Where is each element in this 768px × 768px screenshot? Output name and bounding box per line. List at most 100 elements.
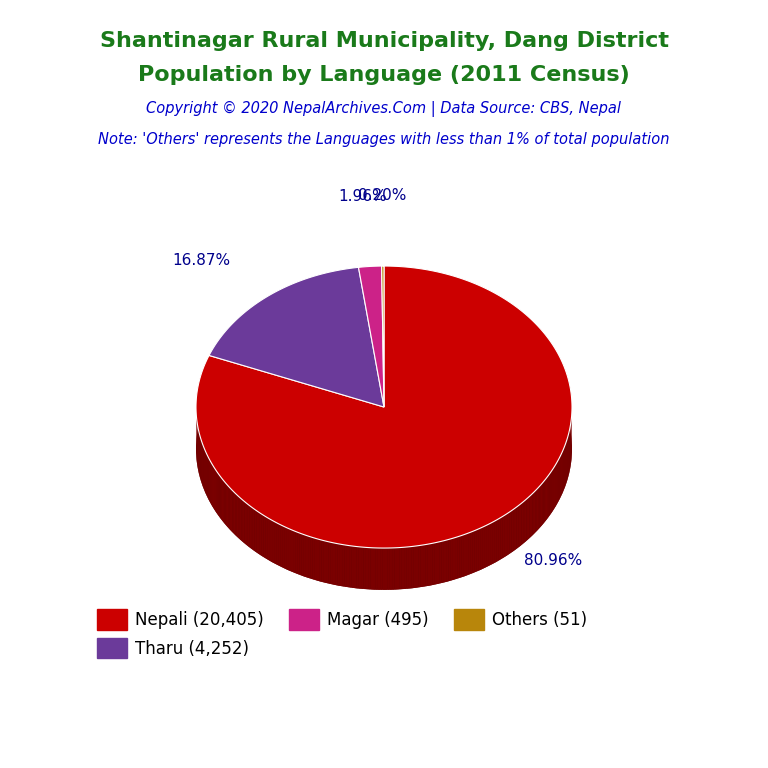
Polygon shape	[371, 548, 373, 590]
Polygon shape	[548, 474, 549, 518]
Polygon shape	[233, 492, 235, 535]
Polygon shape	[279, 524, 281, 567]
Polygon shape	[508, 512, 510, 555]
Polygon shape	[437, 541, 439, 584]
Polygon shape	[196, 266, 572, 548]
Text: Shantinagar Rural Municipality, Dang District: Shantinagar Rural Municipality, Dang Dis…	[100, 31, 668, 51]
Polygon shape	[399, 548, 402, 589]
Polygon shape	[428, 544, 430, 586]
Polygon shape	[525, 499, 526, 542]
Polygon shape	[506, 513, 508, 556]
Polygon shape	[295, 531, 297, 574]
Polygon shape	[263, 515, 265, 558]
Polygon shape	[557, 461, 558, 505]
Text: 16.87%: 16.87%	[173, 253, 230, 268]
Polygon shape	[227, 485, 228, 528]
Polygon shape	[390, 548, 392, 590]
Polygon shape	[240, 498, 241, 541]
Polygon shape	[333, 543, 335, 585]
Polygon shape	[382, 266, 384, 407]
Polygon shape	[207, 455, 208, 499]
Legend: Nepali (20,405), Tharu (4,252), Magar (495), Others (51): Nepali (20,405), Tharu (4,252), Magar (4…	[91, 603, 594, 665]
Polygon shape	[478, 528, 481, 571]
Polygon shape	[297, 532, 300, 574]
Polygon shape	[230, 488, 231, 531]
Polygon shape	[324, 541, 326, 583]
Polygon shape	[250, 505, 251, 548]
Polygon shape	[477, 529, 478, 571]
Polygon shape	[244, 502, 246, 545]
Polygon shape	[214, 467, 215, 511]
Polygon shape	[335, 543, 337, 585]
Polygon shape	[531, 494, 532, 537]
Text: 1.96%: 1.96%	[339, 189, 387, 204]
Polygon shape	[262, 514, 263, 557]
Polygon shape	[215, 469, 216, 512]
Polygon shape	[317, 539, 319, 581]
Polygon shape	[340, 544, 343, 586]
Polygon shape	[395, 548, 397, 590]
Polygon shape	[220, 477, 222, 520]
Polygon shape	[505, 515, 506, 558]
Polygon shape	[517, 505, 518, 549]
Polygon shape	[231, 489, 233, 532]
Polygon shape	[208, 458, 209, 501]
Polygon shape	[376, 548, 378, 590]
Polygon shape	[439, 541, 442, 584]
Polygon shape	[241, 499, 243, 542]
Polygon shape	[515, 507, 517, 550]
Polygon shape	[265, 516, 267, 559]
Polygon shape	[285, 527, 287, 570]
Polygon shape	[368, 548, 371, 590]
Polygon shape	[373, 548, 376, 590]
Polygon shape	[271, 520, 273, 563]
Polygon shape	[246, 503, 248, 546]
Polygon shape	[554, 465, 556, 508]
Polygon shape	[328, 541, 330, 584]
Polygon shape	[352, 546, 354, 588]
Polygon shape	[397, 548, 399, 590]
Polygon shape	[464, 534, 466, 577]
Polygon shape	[345, 545, 347, 587]
Polygon shape	[547, 475, 548, 519]
Polygon shape	[451, 538, 453, 581]
Polygon shape	[534, 491, 535, 534]
Polygon shape	[416, 546, 419, 588]
Polygon shape	[283, 526, 285, 568]
Polygon shape	[457, 536, 459, 578]
Polygon shape	[289, 528, 291, 571]
Polygon shape	[223, 480, 224, 523]
Polygon shape	[313, 538, 315, 580]
Polygon shape	[392, 548, 395, 590]
Polygon shape	[287, 528, 289, 571]
Polygon shape	[556, 462, 557, 506]
Polygon shape	[361, 547, 363, 589]
Polygon shape	[238, 496, 240, 539]
Polygon shape	[310, 537, 313, 579]
Polygon shape	[315, 538, 317, 581]
Polygon shape	[363, 548, 366, 589]
Polygon shape	[518, 505, 520, 548]
Polygon shape	[502, 515, 505, 558]
Polygon shape	[414, 546, 416, 588]
Polygon shape	[211, 462, 212, 506]
Polygon shape	[449, 539, 451, 581]
Polygon shape	[485, 525, 487, 568]
Polygon shape	[382, 548, 385, 590]
Polygon shape	[404, 547, 406, 589]
Polygon shape	[546, 477, 547, 521]
Text: Population by Language (2011 Census): Population by Language (2011 Census)	[138, 65, 630, 85]
Polygon shape	[378, 548, 380, 590]
Polygon shape	[269, 518, 271, 561]
Polygon shape	[349, 545, 352, 588]
Polygon shape	[535, 489, 537, 532]
Polygon shape	[387, 548, 390, 590]
Polygon shape	[281, 525, 283, 568]
Polygon shape	[537, 488, 538, 531]
Polygon shape	[529, 495, 531, 538]
Polygon shape	[212, 464, 213, 508]
Polygon shape	[558, 458, 559, 501]
Polygon shape	[483, 526, 485, 569]
Polygon shape	[553, 468, 554, 511]
Polygon shape	[226, 483, 227, 526]
